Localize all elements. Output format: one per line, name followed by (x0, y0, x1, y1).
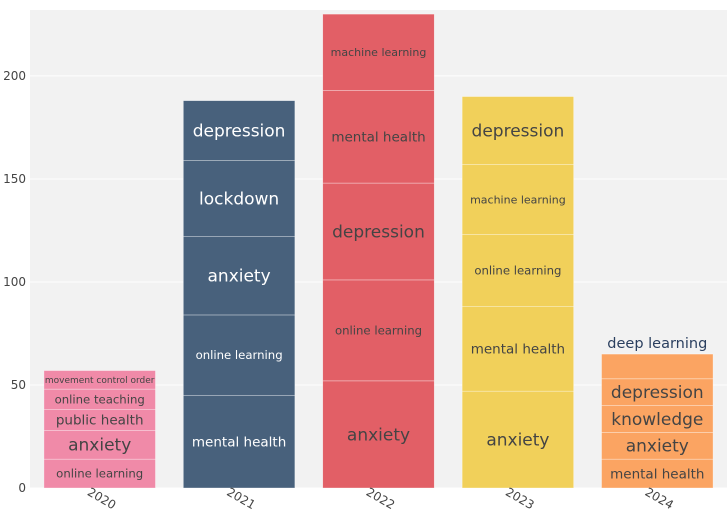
bar-segment (461, 164, 574, 235)
bar-segment (461, 390, 574, 489)
bar-stack-2021: mental health online learning anxiety lockd… (183, 100, 296, 489)
bar-segment-label: anxiety (208, 267, 271, 287)
x-tick-label: 2023 (503, 485, 536, 512)
bar-segment-label: online learning (196, 348, 283, 362)
bar-segment (183, 160, 296, 237)
bar-segment-label: lockdown (199, 189, 279, 209)
bar-segment-label: online learning (474, 264, 561, 278)
bar-segment (183, 394, 296, 489)
bar-segment-label: online learning (335, 323, 422, 337)
bar-segment-label: depression (332, 222, 425, 242)
bar-stack-2022: anxiety online learning depression mental h… (322, 13, 435, 489)
y-tick-label: 200 (3, 69, 26, 83)
y-tick-label: 100 (3, 275, 26, 289)
x-axis: 2020 2021 2022 2023 2024 (85, 485, 676, 512)
bar-segment-label: depression (193, 121, 286, 141)
bar-segment-label: public health (56, 413, 144, 429)
bar-stack-2020: online learning anxiety public health onlin… (43, 370, 156, 489)
bar-segment (322, 182, 435, 281)
y-axis: 0 50 100 150 200 (3, 69, 26, 495)
bar-segment (601, 378, 714, 406)
bar-segment-label: knowledge (611, 410, 703, 430)
bar-segment-label: online learning (56, 467, 143, 481)
bar-segment-label: mental health (610, 466, 704, 482)
bar-segment (183, 100, 296, 161)
bar-segment-label: movement control order (45, 376, 155, 386)
bar-segment-label: mental health (192, 434, 286, 450)
x-tick-label: 2024 (643, 485, 676, 512)
y-tick-label: 150 (3, 172, 26, 186)
bar-segment (322, 13, 435, 91)
bar-segment (461, 96, 574, 165)
x-tick-label: 2021 (224, 485, 257, 512)
bar-segment-label: mental health (471, 342, 565, 358)
bar-segment-label: machine learning (331, 46, 427, 59)
bar-stack-2023: anxiety mental health online learning machi… (461, 96, 574, 489)
bar-segment (43, 430, 156, 460)
bar-segment-label: anxiety (68, 436, 131, 456)
y-tick-label: 0 (18, 481, 26, 495)
bar-segment-label: anxiety (347, 425, 410, 445)
bar-segment (601, 353, 714, 380)
bar-segment-label: online teaching (55, 393, 145, 407)
bar-segment (322, 90, 435, 184)
x-tick-label: 2020 (85, 485, 118, 512)
bars: online learning anxiety public health onlin… (43, 13, 714, 489)
bar-segment (322, 380, 435, 489)
bar-segment-label: machine learning (470, 193, 566, 206)
bar-segment-label: anxiety (486, 431, 549, 451)
bar-segment-label: depression (611, 383, 704, 403)
bar-segment-label: depression (472, 121, 565, 141)
x-tick-label: 2022 (364, 485, 397, 512)
bar-segment (43, 370, 156, 390)
bar-segment-label: anxiety (626, 437, 689, 457)
bar-segment (461, 306, 574, 392)
bar-segment (183, 236, 296, 316)
y-tick-label: 50 (11, 378, 26, 392)
bar-segment (461, 234, 574, 307)
bar-stack-2024: mental health anxiety knowledge depression d… (601, 336, 714, 489)
bar-segment (322, 279, 435, 382)
bar-segment (601, 458, 714, 489)
bar-segment (183, 314, 296, 396)
bar-segment (43, 458, 156, 489)
bar-segment-label: mental health (331, 129, 425, 145)
bar-segment-label: deep learning (607, 336, 707, 352)
